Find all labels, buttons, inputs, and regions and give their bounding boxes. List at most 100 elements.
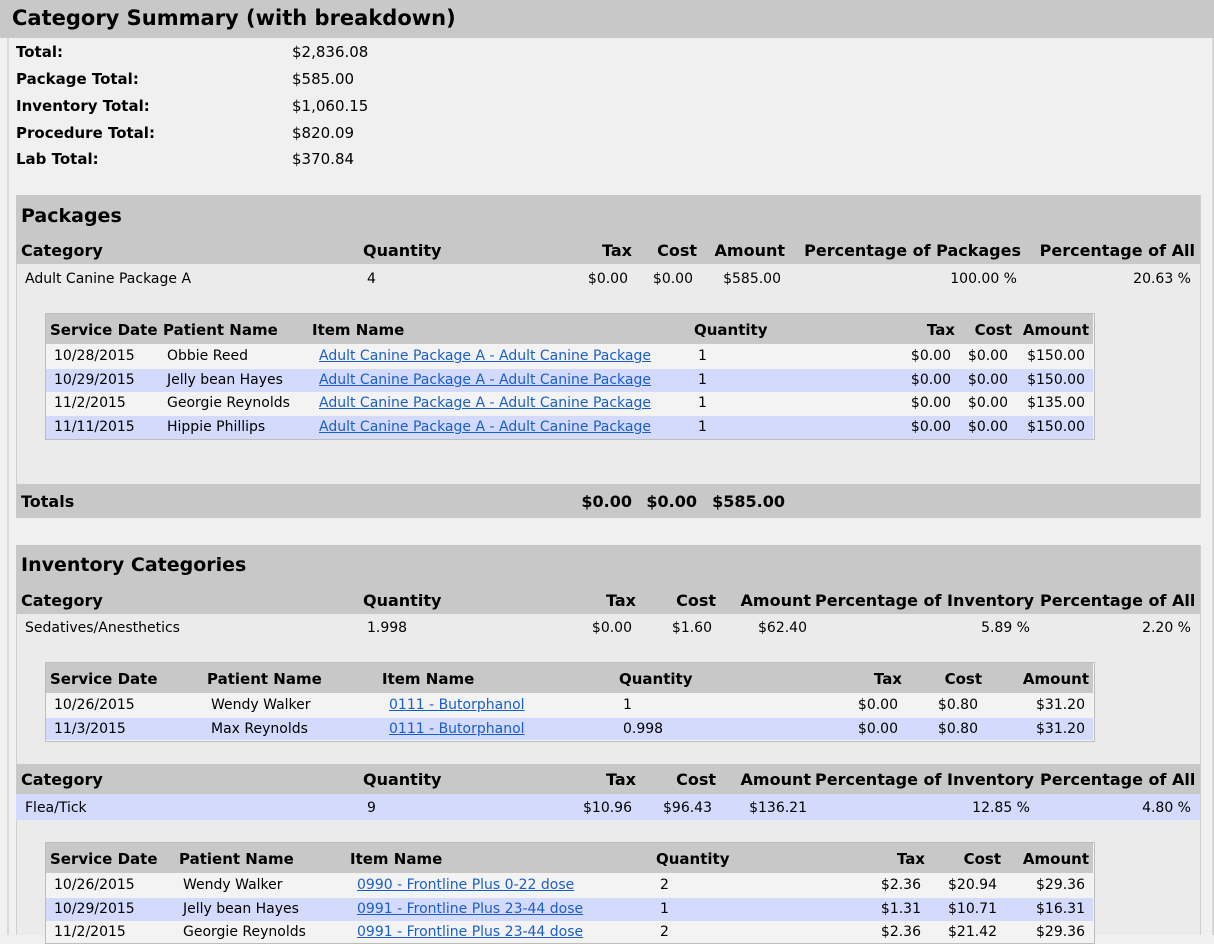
inv2-col-pct-section: Percentage of Inventory: [815, 770, 1035, 789]
inv1-dcol-amount: Amount: [1022, 670, 1089, 688]
pkg-row-cost: $0.00: [652, 271, 693, 287]
inv-cat1-amount: $62.40: [758, 620, 807, 636]
inv2-col-category: Category: [21, 770, 103, 789]
table-row-date: 11/2/2015: [54, 924, 126, 940]
pkg-dcol-tax: Tax: [926, 321, 955, 339]
pkg-detail-row-stripe: [46, 369, 1093, 392]
inv-cat1-pct-section: 5.89 %: [981, 620, 1030, 636]
table-row-date: 10/29/2015: [54, 372, 135, 388]
table-row-amount: $150.00: [1027, 372, 1085, 388]
pkg-dcol-quantity: Quantity: [694, 321, 768, 339]
table-row-item-link[interactable]: 0990 - Frontline Plus 0-22 dose: [357, 877, 575, 893]
inv2-col-quantity: Quantity: [363, 770, 442, 789]
pkg-row-category: Adult Canine Package A: [25, 271, 192, 287]
table-row-date: 10/26/2015: [54, 877, 135, 893]
table-row-item-link[interactable]: Adult Canine Package A - Adult Canine Pa…: [319, 372, 651, 388]
inv1-dcol-date: Service Date: [50, 670, 158, 688]
table-row-tax: $2.36: [880, 924, 921, 940]
inv-col-amount: Amount: [740, 591, 811, 610]
inv-cat2-tax: $10.96: [583, 800, 632, 816]
pkg-row-pct-section: 100.00 %: [950, 271, 1017, 287]
pkg-row-quantity: 4: [367, 271, 376, 287]
pkg-totals-amount: $585.00: [712, 492, 785, 511]
table-row-item-link[interactable]: Adult Canine Package A - Adult Canine Pa…: [319, 395, 651, 411]
total-label: Total:: [16, 43, 63, 61]
package-total-value: $585.00: [292, 70, 355, 88]
pkg-detail-header: [46, 314, 1093, 344]
inv1-dcol-item: Item Name: [382, 670, 475, 688]
pkg-col-pct-all: Percentage of All: [1039, 241, 1195, 260]
inventory-header-bar: [16, 545, 1200, 614]
table-row-patient: Wendy Walker: [211, 697, 311, 713]
pkg-dcol-patient: Patient Name: [163, 321, 278, 339]
pkg-totals-tax: $0.00: [581, 492, 632, 511]
table-row-amount: $135.00: [1027, 395, 1085, 411]
lab-total-label: Lab Total:: [16, 150, 99, 168]
inv2-dcol-patient: Patient Name: [179, 850, 294, 868]
inv2-dcol-amount: Amount: [1022, 850, 1089, 868]
page-title: Category Summary (with breakdown): [12, 6, 456, 30]
pkg-col-tax: Tax: [602, 241, 632, 260]
table-row-tax: $0.00: [910, 419, 951, 435]
pkg-detail-row-stripe: [46, 416, 1093, 439]
pkg-totals-bar: [16, 484, 1200, 518]
table-row-patient: Obbie Reed: [167, 348, 248, 364]
package-total-label: Package Total:: [16, 70, 139, 88]
inv2-dcol-quantity: Quantity: [656, 850, 730, 868]
inv2-dcol-item: Item Name: [350, 850, 443, 868]
table-row-quantity: 1: [698, 419, 707, 435]
inv-col-pct-section: Percentage of Inventory: [815, 591, 1035, 610]
inv1-dcol-cost: Cost: [944, 670, 982, 688]
table-row-quantity: 2: [660, 924, 669, 940]
table-row-cost: $0.00: [967, 348, 1008, 364]
inv-cat2-detail-header: [46, 843, 1093, 873]
inv-cat2-pct-all: 4.80 %: [1142, 800, 1191, 816]
table-row-quantity: 0.998: [623, 721, 664, 737]
inventory-title: Inventory Categories: [21, 554, 247, 576]
inv-cat2-quantity: 9: [367, 800, 376, 816]
table-row-item-link[interactable]: 0991 - Frontline Plus 23-44 dose: [357, 924, 584, 940]
inv-cat1-pct-all: 2.20 %: [1142, 620, 1191, 636]
table-row-quantity: 1: [698, 395, 707, 411]
table-row-amount: $16.31: [1036, 901, 1085, 917]
inv2-col-cost: Cost: [676, 770, 716, 789]
table-row-cost: $21.42: [948, 924, 997, 940]
pkg-col-category: Category: [21, 241, 103, 260]
table-row-quantity: 2: [660, 877, 669, 893]
table-row-item-link[interactable]: Adult Canine Package A - Adult Canine Pa…: [319, 348, 651, 364]
inv1-dcol-patient: Patient Name: [207, 670, 322, 688]
table-row-patient: Wendy Walker: [183, 877, 283, 893]
inv-cat2-amount: $136.21: [749, 800, 807, 816]
pkg-row-pct-all: 20.63 %: [1133, 271, 1191, 287]
pkg-col-quantity: Quantity: [363, 241, 442, 260]
right-border: [1212, 38, 1214, 935]
table-row-item-link[interactable]: 0111 - Butorphanol: [389, 697, 525, 713]
packages-header-bar: [16, 195, 1200, 264]
table-row-date: 11/11/2015: [54, 419, 135, 435]
table-row-patient: Max Reynolds: [211, 721, 308, 737]
inv-col-quantity: Quantity: [363, 591, 442, 610]
table-row-patient: Georgie Reynolds: [167, 395, 290, 411]
inv2-col-tax: Tax: [606, 770, 636, 789]
table-row-amount: $29.36: [1036, 877, 1085, 893]
table-row-item-link[interactable]: Adult Canine Package A - Adult Canine Pa…: [319, 419, 651, 435]
inv-col-category: Category: [21, 591, 103, 610]
table-row-item-link[interactable]: 0991 - Frontline Plus 23-44 dose: [357, 901, 584, 917]
inv2-detail-row-stripe: [46, 898, 1093, 921]
table-row-cost: $0.80: [937, 697, 978, 713]
table-row-cost: $10.71: [948, 901, 997, 917]
title-bar: [0, 0, 1214, 38]
table-row-amount: $150.00: [1027, 419, 1085, 435]
table-row-cost: $0.00: [967, 395, 1008, 411]
table-row-quantity: 1: [623, 697, 632, 713]
inv-cat1-tax: $0.00: [591, 620, 632, 636]
table-row-quantity: 1: [660, 901, 669, 917]
table-row-amount: $150.00: [1027, 348, 1085, 364]
procedure-total-value: $820.09: [292, 124, 355, 142]
inv2-dcol-tax: Tax: [896, 850, 925, 868]
table-row-tax: $0.00: [857, 697, 898, 713]
table-row-item-link[interactable]: 0111 - Butorphanol: [389, 721, 525, 737]
table-row-tax: $0.00: [857, 721, 898, 737]
table-row-amount: $29.36: [1036, 924, 1085, 940]
procedure-total-label: Procedure Total:: [16, 124, 155, 142]
